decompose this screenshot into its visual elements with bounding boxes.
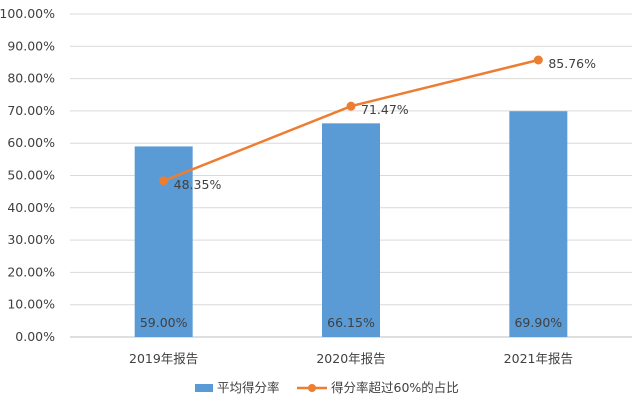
y-tick-label: 40.00% (7, 200, 55, 215)
legend-line-marker (308, 384, 316, 392)
y-axis-ticks: 0.00% 10.00% 20.00% 30.00% 40.00% 50.00% 60.00… (0, 6, 55, 344)
bar-value-label: 66.15% (327, 315, 375, 330)
x-axis-categories: 2019年报告 2020年报告 2021年报告 (129, 351, 573, 366)
legend-bar-label: 平均得分率 (217, 380, 280, 395)
point-value-label: 48.35% (174, 177, 222, 192)
legend-bar-swatch (195, 384, 213, 392)
bar (322, 123, 380, 337)
line-data-labels: 48.35% 71.47% 85.76% (174, 56, 596, 192)
x-category-label: 2021年报告 (504, 351, 573, 366)
line-series (159, 55, 543, 186)
bar (134, 146, 193, 337)
y-tick-label: 50.00% (7, 168, 55, 183)
point-value-label: 71.47% (361, 102, 409, 117)
y-tick-label: 80.00% (7, 71, 55, 86)
y-tick-label: 60.00% (7, 135, 55, 150)
legend: 平均得分率 得分率超过60%的占比 (195, 380, 459, 395)
bar-value-label: 69.90% (514, 315, 562, 330)
x-category-label: 2020年报告 (316, 351, 385, 366)
y-tick-label: 0.00% (15, 329, 55, 344)
point-value-label: 85.76% (548, 56, 596, 71)
line-point (159, 176, 169, 186)
y-tick-label: 10.00% (7, 297, 55, 312)
legend-line-label: 得分率超过60%的占比 (331, 380, 459, 395)
bar-data-labels: 59.00% 66.15% 69.90% (140, 315, 562, 330)
y-tick-label: 90.00% (7, 38, 55, 53)
y-tick-label: 20.00% (7, 264, 55, 279)
line-point (346, 101, 356, 111)
line-point (533, 55, 543, 65)
bar-series (134, 111, 568, 338)
y-tick-label: 70.00% (7, 103, 55, 118)
y-tick-label: 100.00% (0, 6, 55, 21)
bar-value-label: 59.00% (140, 315, 188, 330)
y-tick-label: 30.00% (7, 232, 55, 247)
x-category-label: 2019年报告 (129, 351, 198, 366)
bar (509, 111, 568, 338)
